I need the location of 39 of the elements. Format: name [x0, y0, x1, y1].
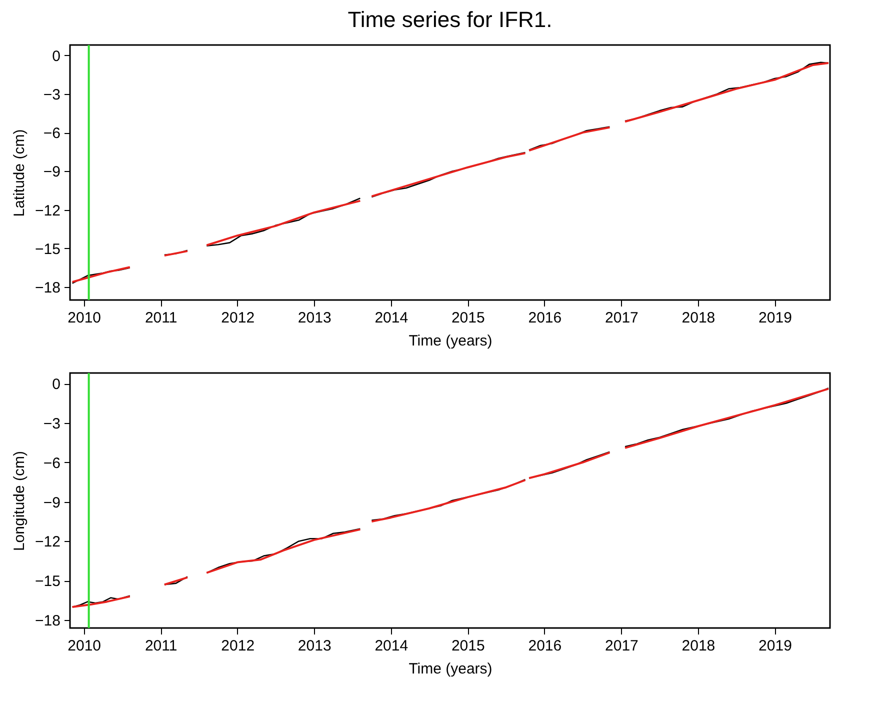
x-tick-label: 2015: [451, 638, 485, 654]
y-tick-label: −18: [35, 612, 60, 630]
y-tick-label: 0: [52, 48, 60, 65]
y-tick-label: −9: [43, 494, 60, 512]
x-tick-label: 2012: [221, 638, 255, 654]
x-tick-label: 2011: [144, 638, 178, 654]
y-tick-label: −6: [43, 125, 60, 142]
y-tick-label: −3: [43, 415, 60, 432]
x-tick-label: 2016: [528, 310, 562, 326]
y-tick-label: −6: [43, 454, 60, 472]
x-tick-label: 2014: [374, 638, 408, 654]
x-tick-label: 2010: [68, 310, 102, 326]
x-tick-label: 2017: [605, 638, 638, 654]
y-tick-label: −12: [35, 534, 60, 551]
x-tick-label: 2012: [221, 310, 255, 326]
y-tick-label: 0: [52, 376, 60, 394]
x-axis-title: Time (years): [408, 332, 492, 350]
x-tick-label: 2016: [528, 638, 562, 654]
x-tick-label: 2018: [682, 638, 716, 654]
y-tick-label: −3: [43, 86, 60, 104]
x-tick-label: 2013: [298, 638, 332, 654]
y-tick-label: −15: [35, 240, 60, 258]
y-axis-title: Latitude (cm): [11, 129, 28, 217]
y-tick-label: −15: [35, 573, 60, 590]
x-axis-title: Time (years): [408, 660, 492, 678]
y-tick-label: −9: [43, 164, 60, 181]
x-tick-label: 2010: [68, 638, 102, 654]
x-tick-label: 2013: [298, 310, 332, 326]
x-tick-label: 2015: [451, 310, 485, 326]
x-tick-label: 2014: [374, 310, 408, 326]
x-tick-label: 2019: [758, 310, 792, 326]
x-tick-label: 2019: [758, 638, 792, 654]
y-tick-label: −12: [35, 202, 60, 220]
y-axis-title: Longitude (cm): [11, 450, 28, 552]
x-tick-label: 2018: [682, 310, 716, 326]
y-tick-label: −18: [35, 280, 60, 297]
x-tick-label: 2011: [144, 310, 178, 326]
x-tick-label: 2017: [605, 310, 638, 326]
chart-title: Time series for IFR1.: [348, 7, 552, 32]
